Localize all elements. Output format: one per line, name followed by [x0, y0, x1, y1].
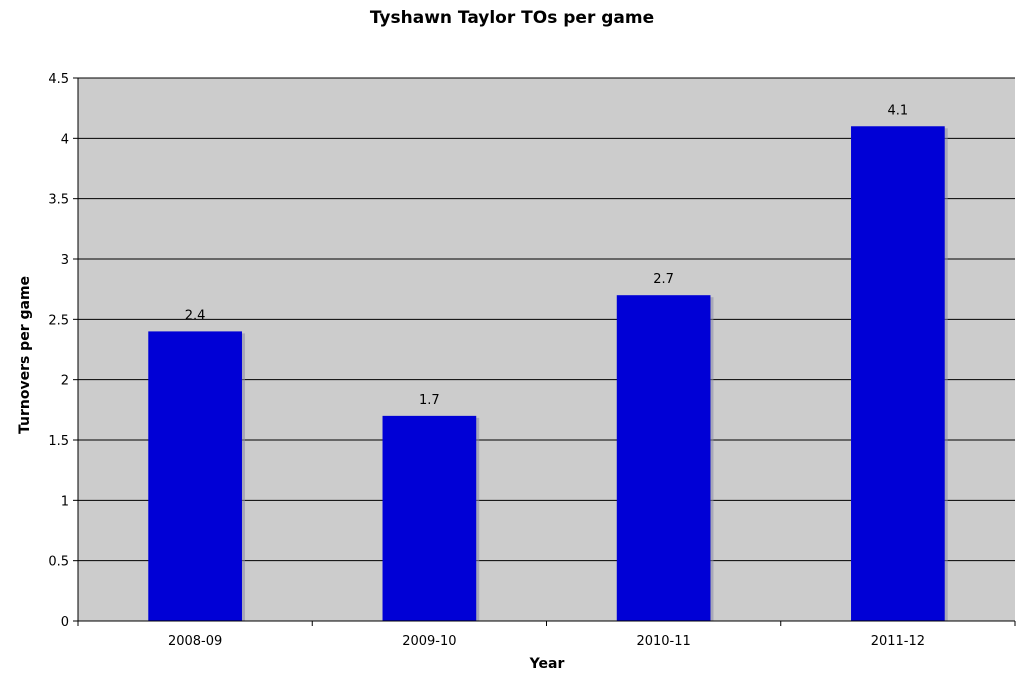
data-label: 2.4	[185, 308, 206, 323]
y-tick-label: 2.5	[48, 313, 69, 328]
bar	[148, 331, 242, 621]
chart-title: Tyshawn Taylor TOs per game	[369, 8, 655, 28]
x-axis-title: Year	[529, 656, 565, 672]
x-tick-label: 2009-10	[402, 634, 456, 649]
y-tick-label: 1.5	[48, 434, 69, 449]
data-label: 4.1	[888, 103, 909, 118]
bar	[616, 295, 711, 621]
x-tick-label: 2010-11	[636, 634, 690, 649]
y-tick-label: 0	[61, 615, 69, 630]
bar	[851, 126, 945, 622]
y-tick-label: 4	[61, 132, 69, 147]
y-tick-label: 2	[61, 374, 69, 389]
data-label: 1.7	[419, 393, 440, 408]
bar	[382, 415, 477, 621]
y-tick-label: 4.5	[48, 72, 69, 87]
y-tick-label: 3	[61, 253, 69, 268]
x-tick-label: 2011-12	[871, 634, 925, 649]
data-label: 2.7	[653, 272, 674, 287]
y-tick-label: 0.5	[48, 555, 69, 570]
x-tick-label: 2008-09	[168, 634, 222, 649]
y-tick-label: 1	[61, 494, 69, 509]
y-tick-label: 3.5	[48, 193, 69, 208]
